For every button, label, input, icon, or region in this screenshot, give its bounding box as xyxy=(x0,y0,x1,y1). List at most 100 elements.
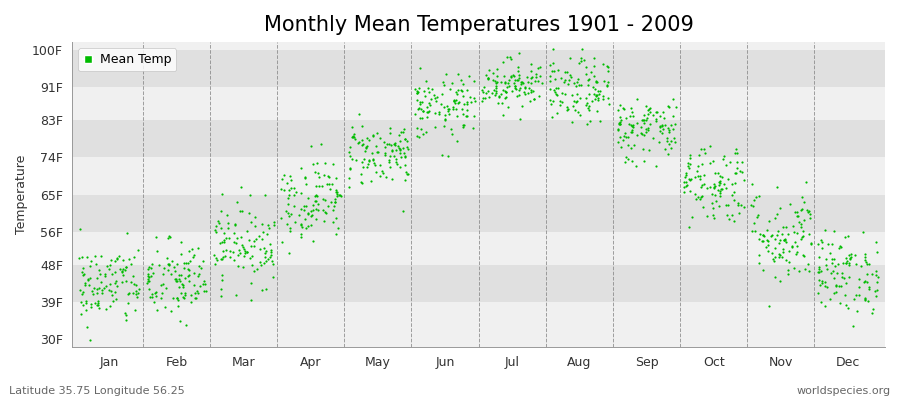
Point xyxy=(697,181,711,188)
Point xyxy=(257,260,272,266)
Point xyxy=(449,106,464,112)
Point xyxy=(439,71,454,77)
Point xyxy=(828,283,842,289)
Point xyxy=(343,164,357,171)
Point xyxy=(744,228,759,234)
Point xyxy=(869,249,884,255)
Point xyxy=(512,50,526,56)
Point xyxy=(662,125,676,131)
Point xyxy=(289,189,303,195)
Point xyxy=(682,152,697,158)
Point xyxy=(820,266,834,272)
Point xyxy=(723,158,737,165)
Point xyxy=(736,177,751,183)
Point xyxy=(109,278,123,284)
Point xyxy=(187,282,202,288)
Point xyxy=(328,174,343,181)
Point xyxy=(393,164,408,170)
Point xyxy=(833,283,848,290)
Point xyxy=(543,62,557,68)
Point xyxy=(355,180,369,186)
Point xyxy=(713,177,727,184)
Point xyxy=(664,145,679,152)
Point xyxy=(177,275,192,281)
Point xyxy=(614,116,628,123)
Point xyxy=(302,210,316,216)
Point xyxy=(181,259,195,266)
Point xyxy=(507,80,521,86)
Point xyxy=(277,172,292,178)
Point xyxy=(356,164,370,170)
Point xyxy=(488,78,502,84)
Point xyxy=(460,107,474,114)
Point xyxy=(248,223,262,230)
Point xyxy=(460,101,474,108)
Point xyxy=(819,262,833,268)
Point xyxy=(304,222,319,228)
Point xyxy=(377,152,392,158)
Point xyxy=(519,74,534,80)
Point xyxy=(546,46,561,52)
Point xyxy=(613,120,627,127)
Point xyxy=(83,263,97,269)
Point xyxy=(108,288,122,295)
Point xyxy=(247,243,261,250)
Point xyxy=(678,174,692,180)
Point xyxy=(378,150,392,156)
Bar xyxy=(72,232,885,264)
Point xyxy=(773,251,788,258)
Point xyxy=(778,236,793,243)
Point xyxy=(600,79,615,85)
Point xyxy=(371,149,385,155)
Point xyxy=(533,64,547,70)
Point xyxy=(811,289,825,296)
Point xyxy=(382,153,397,159)
Point xyxy=(481,75,495,81)
Point xyxy=(411,106,426,112)
Point xyxy=(244,242,258,249)
Point xyxy=(491,66,505,72)
Point xyxy=(457,101,472,108)
Point xyxy=(851,284,866,290)
Point xyxy=(587,73,601,79)
Point xyxy=(328,202,342,209)
Point xyxy=(707,215,722,221)
Point xyxy=(814,278,829,284)
Point xyxy=(394,154,409,160)
Point xyxy=(630,96,644,102)
Point xyxy=(503,54,517,60)
Point xyxy=(841,305,855,312)
Point xyxy=(324,199,338,206)
Point xyxy=(616,136,630,143)
Point xyxy=(177,292,192,298)
Point xyxy=(245,262,259,268)
Point xyxy=(420,109,435,116)
Point xyxy=(550,110,564,116)
Point xyxy=(294,233,309,240)
Point xyxy=(496,111,510,118)
Point xyxy=(524,60,538,67)
Point xyxy=(223,247,238,254)
Point xyxy=(495,59,509,65)
Point xyxy=(148,289,163,295)
Point xyxy=(724,212,739,218)
Point xyxy=(367,162,382,168)
Point xyxy=(79,298,94,304)
Point xyxy=(89,260,104,267)
Point xyxy=(121,230,135,236)
Point xyxy=(796,253,811,259)
Point xyxy=(284,185,299,192)
Point xyxy=(77,271,92,277)
Point xyxy=(842,262,857,269)
Point xyxy=(398,154,412,160)
Point xyxy=(626,113,641,119)
Point xyxy=(306,161,320,168)
Point xyxy=(590,88,605,94)
Point xyxy=(747,220,761,226)
Point xyxy=(255,287,269,293)
Point xyxy=(212,220,226,226)
Point xyxy=(86,291,100,298)
Point xyxy=(168,277,183,284)
Point xyxy=(834,269,849,276)
Point xyxy=(355,142,369,148)
